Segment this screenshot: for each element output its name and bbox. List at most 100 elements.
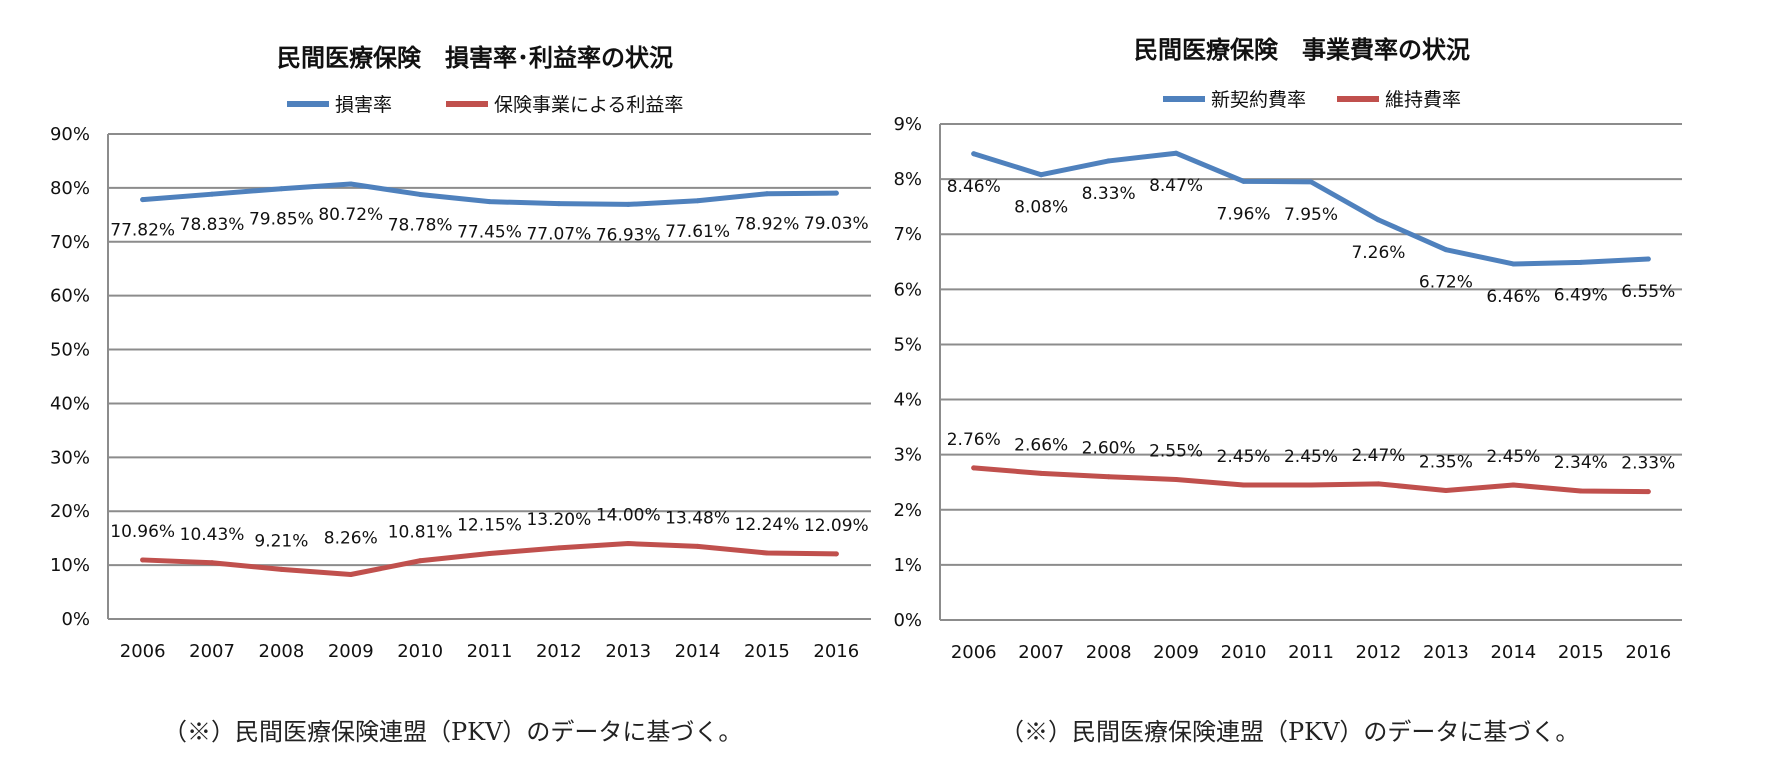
data-point [348,571,354,577]
y-tick-label: 30% [50,447,90,468]
data-label: 78.83% [180,215,245,235]
data-label: 2.45% [1217,447,1271,467]
data-point [1443,247,1449,253]
data-label: 77.07% [526,225,591,245]
x-tick-label: 2007 [1018,642,1064,663]
x-tick-label: 2006 [951,642,997,663]
data-point [764,550,770,556]
data-label: 10.81% [388,523,453,543]
data-label: 77.45% [457,223,522,243]
data-point [1510,482,1516,488]
data-point [1443,487,1449,493]
x-tick-label: 2014 [675,641,721,662]
data-label: 8.47% [1149,176,1203,196]
data-label: 2.60% [1082,439,1136,459]
legend-label: 保険事業による利益率 [494,94,683,116]
data-label: 2.76% [947,430,1001,450]
data-point [1106,158,1112,164]
y-tick-label: 80% [50,178,90,199]
footnote-left: （※）民間医療保険連盟（PKV）のデータに基づく。 [163,718,743,746]
x-tick-label: 2013 [1423,642,1469,663]
y-tick-label: 2% [893,500,922,521]
data-point [417,191,423,197]
data-label: 78.78% [388,215,453,235]
y-tick-label: 9% [893,114,922,135]
y-tick-label: 6% [893,279,922,300]
x-tick-label: 2012 [1356,642,1402,663]
data-point [1645,489,1651,495]
y-tick-label: 40% [50,393,90,414]
data-point [1038,172,1044,178]
data-label: 13.48% [665,508,730,528]
data-point [487,551,492,557]
data-point [1173,476,1179,482]
data-point [556,201,562,207]
data-label: 8.08% [1014,198,1068,218]
data-label: 6.72% [1419,273,1473,293]
data-label: 2.35% [1419,452,1473,472]
y-tick-label: 20% [50,501,90,522]
y-tick-label: 0% [893,610,922,631]
data-label: 2.55% [1149,441,1203,461]
chart-title: 民間医療保険 損害率･利益率の状況 [277,44,673,72]
y-tick-label: 60% [50,286,90,307]
data-point [1173,150,1179,156]
y-tick-label: 3% [893,445,922,466]
x-tick-label: 2013 [605,641,651,662]
series-line-2 [971,465,1651,495]
x-tick-label: 2011 [467,641,513,662]
data-label: 2.34% [1554,453,1608,473]
y-tick-label: 7% [893,224,922,245]
x-tick-label: 2006 [120,641,166,662]
data-label: 8.46% [947,177,1001,197]
data-label: 80.72% [318,205,383,225]
x-tick-label: 2016 [1625,642,1671,663]
data-point [1645,256,1651,262]
data-label: 8.33% [1082,184,1136,204]
data-point [209,560,215,566]
data-point [487,199,492,205]
y-tick-label: 8% [893,169,922,190]
data-point [625,541,631,547]
data-label: 10.96% [110,522,175,542]
chart-title: 民間医療保険 事業費率の状況 [1134,36,1470,64]
x-tick-label: 2010 [397,641,443,662]
data-label: 12.09% [804,516,869,536]
x-tick-label: 2015 [1558,642,1604,663]
data-label: 77.61% [665,222,730,242]
data-point [1038,470,1044,476]
data-label: 6.49% [1554,285,1608,305]
data-label: 12.24% [735,515,800,535]
data-label: 2.47% [1351,446,1405,466]
data-point [1375,217,1381,223]
data-label: 9.21% [254,531,308,551]
data-point [1510,261,1516,267]
data-label: 13.20% [526,510,591,530]
x-tick-label: 2015 [744,641,790,662]
data-point [971,465,977,471]
y-tick-label: 70% [50,232,90,253]
data-point [209,191,215,197]
data-point [417,558,423,564]
data-label: 76.93% [596,225,661,245]
data-point [1375,481,1381,487]
legend-label: 損害率 [335,94,392,116]
data-label: 6.55% [1621,282,1675,302]
data-label: 78.92% [735,215,800,235]
y-tick-label: 50% [50,340,90,361]
x-tick-label: 2010 [1221,642,1267,663]
x-tick-label: 2012 [536,641,582,662]
data-point [1241,178,1247,184]
data-point [625,201,631,207]
data-point [140,557,146,563]
x-tick-label: 2008 [1086,642,1132,663]
data-label: 2.33% [1621,454,1675,474]
data-label: 7.26% [1351,243,1405,263]
x-tick-label: 2011 [1288,642,1334,663]
data-label: 7.95% [1284,205,1338,225]
data-point [1578,259,1584,265]
x-tick-label: 2008 [259,641,305,662]
data-point [278,186,284,192]
